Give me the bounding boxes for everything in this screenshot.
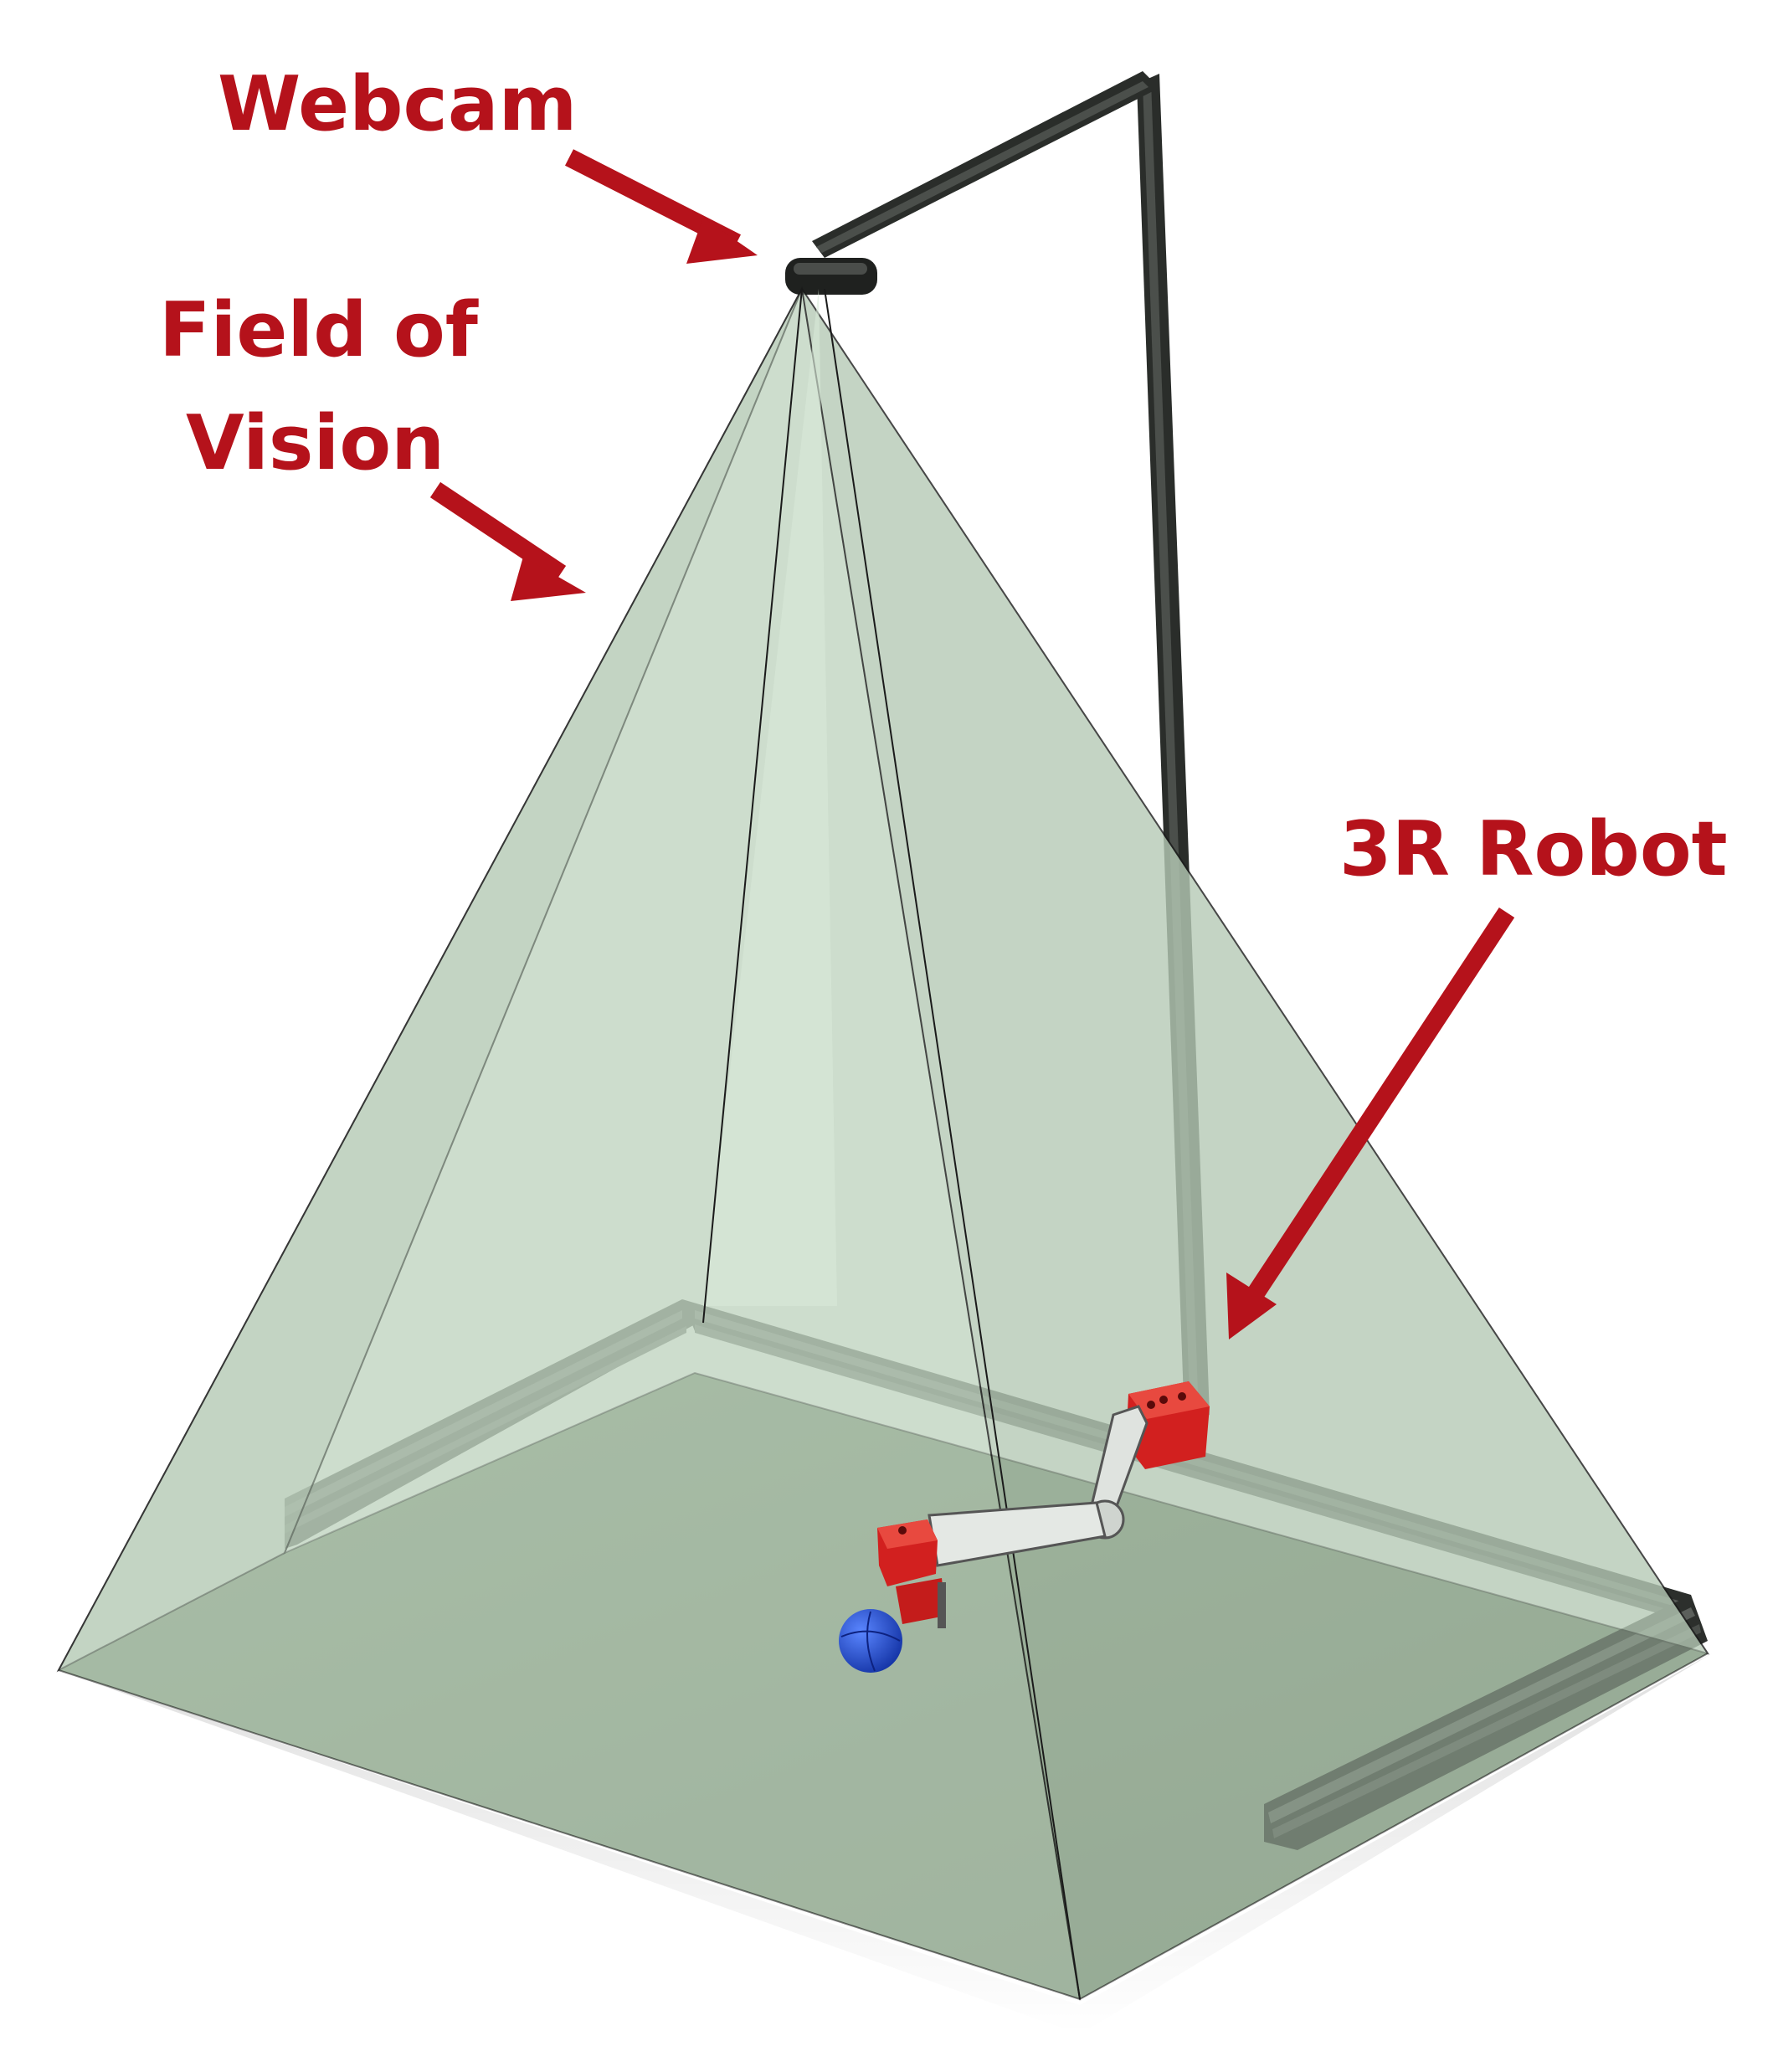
- webcam-arrow-icon: [565, 149, 758, 264]
- field-of-vision-label-line1: Field of: [159, 286, 479, 374]
- field-of-vision-arrow-icon: [429, 481, 586, 601]
- webcam-label: Webcam: [218, 60, 577, 148]
- field-of-vision-cone: [56, 285, 1710, 2001]
- ground-shadow: [59, 1653, 1712, 2034]
- field-of-vision-label-line2: Vision: [186, 399, 444, 487]
- 3r-robot: [877, 1381, 1210, 1628]
- robot-label: 3R Robot: [1339, 805, 1728, 893]
- target-ball: [839, 1609, 902, 1673]
- webcam: [785, 258, 877, 295]
- robot-arrow-icon: [1226, 907, 1515, 1339]
